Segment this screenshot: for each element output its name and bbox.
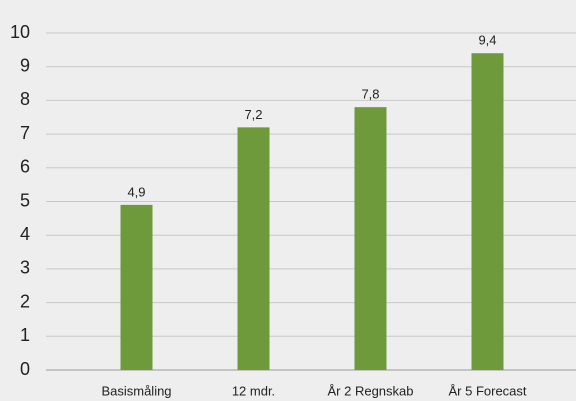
y-tick-label: 10	[10, 22, 30, 42]
y-tick-label: 2	[20, 291, 30, 311]
x-tick-label: År 5 Forecast	[448, 383, 526, 398]
y-tick-label: 3	[20, 258, 30, 278]
x-tick-label: 12 mdr.	[232, 383, 275, 398]
y-tick-label: 9	[20, 55, 30, 75]
bar	[471, 53, 504, 370]
value-label: 7,2	[244, 107, 262, 122]
bar	[354, 107, 387, 370]
y-tick-label: 8	[20, 89, 30, 109]
y-tick-label: 1	[20, 325, 30, 345]
y-tick-label: 5	[20, 190, 30, 210]
x-tick-label: Basismåling	[101, 383, 171, 398]
x-tick-label: År 2 Regnskab	[328, 383, 414, 398]
bar	[120, 204, 153, 370]
value-label: 4,9	[127, 184, 145, 199]
y-tick-label: 6	[20, 157, 30, 177]
value-label: 7,8	[361, 87, 379, 102]
value-label: 9,4	[478, 33, 496, 48]
y-tick-label: 7	[20, 123, 30, 143]
y-tick-label: 4	[20, 224, 30, 244]
y-tick-label: 0	[20, 359, 30, 379]
bar	[237, 127, 270, 370]
